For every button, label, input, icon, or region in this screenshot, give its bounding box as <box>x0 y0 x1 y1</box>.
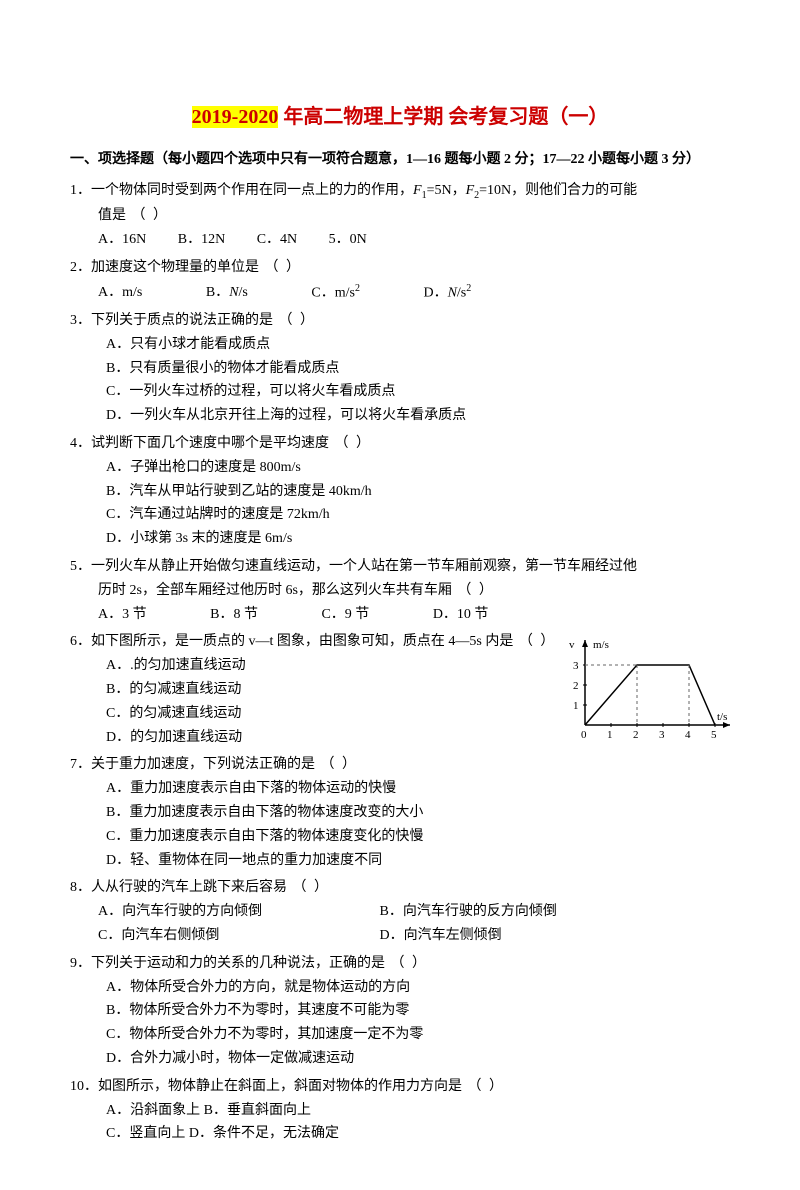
q7-opt-c: C．重力加速度表示自由下落的物体速度变化的快慢 <box>106 825 730 849</box>
q9-opt-a: A．物体所受合外力的方向，就是物体运动的方向 <box>106 976 730 1000</box>
q1-f2: F <box>466 183 475 198</box>
q8-opt-b: B．向汽车行驶的反方向倾倒 <box>380 900 557 924</box>
question-5: 5．一列火车从静止开始做匀速直线运动，一个人站在第一节车厢前观察，第一节车厢经过… <box>70 555 730 626</box>
q2-opt-c: C．m/s2 <box>311 280 360 305</box>
q5-stem-a: 5．一列火车从静止开始做匀速直线运动，一个人站在第一节车厢前观察，第一节车厢经过… <box>70 555 730 579</box>
q5-blank: （ ） <box>452 583 495 598</box>
q7-opt-d: D．轻、重物体在同一地点的重力加速度不同 <box>106 849 730 873</box>
q8-opt-a: A．向汽车行驶的方向倾倒 <box>98 900 348 924</box>
q8-opt-c: C．向汽车右侧倾倒 <box>98 924 348 948</box>
q1-f2c: =10N，则他们合力的可能 <box>479 183 637 198</box>
question-3: 3．下列关于质点的说法正确的是 （ ） A．只有小球才能看成质点 B．只有质量很… <box>70 309 730 428</box>
ytick-2: 2 <box>573 680 579 692</box>
q5-opt-a: A．3 节 <box>98 603 147 627</box>
question-1: 1．一个物体同时受到两个作用在同一点上的力的作用，F1=5N，F2=10N，则他… <box>70 179 730 251</box>
xtick-2: 2 <box>633 729 639 741</box>
q10-opt-d: D．条件不足，无法确定 <box>189 1126 339 1141</box>
xtick-4: 4 <box>685 729 691 741</box>
title-highlight: 2019-2020 <box>192 106 279 128</box>
question-6: 6．如下图所示，是一质点的 v—t 图象，由图象可知，质点在 4—5s 内是 （… <box>70 630 730 749</box>
q1-blank: （ ） <box>126 208 169 223</box>
q2c-sup: 2 <box>355 283 360 294</box>
q1-opt-b: B．12N <box>178 228 225 252</box>
xtick-0: 0 <box>581 729 587 741</box>
q2b-pre: B． <box>206 285 229 300</box>
section-header: 一、项选择题（每小题四个选项中只有一项符合题意，1—16 题每小题 2 分；17… <box>70 149 730 171</box>
vt-chart: 1 2 3 0 1 2 3 4 5 v <box>565 630 740 754</box>
q10-blank: （ ） <box>462 1079 505 1094</box>
q10-stem: 10．如图所示，物体静止在斜面上，斜面对物体的作用力方向是 <box>70 1079 462 1094</box>
ylabel: v <box>569 639 575 651</box>
q3-opt-b: B．只有质量很小的物体才能看成质点 <box>106 357 730 381</box>
q2d-sup: 2 <box>466 283 471 294</box>
q9-stem: 9．下列关于运动和力的关系的几种说法，正确的是 <box>70 956 385 971</box>
q1-opt-a: A．16N <box>98 228 146 252</box>
question-8: 8．人从行驶的汽车上跳下来后容易 （ ） A．向汽车行驶的方向倾倒 B．向汽车行… <box>70 876 730 947</box>
xtick-1: 1 <box>607 729 613 741</box>
q10-opt-b: B．垂直斜面向上 <box>204 1103 311 1118</box>
q5-opt-b: B．8 节 <box>210 603 258 627</box>
q1-f1: F <box>413 183 422 198</box>
q1-opt-c: C．4N <box>257 228 297 252</box>
q2-blank: （ ） <box>259 260 302 275</box>
q10-opt-c: C．竖直向上 <box>106 1126 185 1141</box>
xtick-5: 5 <box>711 729 717 741</box>
q6-blank: （ ） <box>513 634 556 649</box>
q3-opt-a: A．只有小球才能看成质点 <box>106 333 730 357</box>
q3-opt-c: C．一列火车过桥的过程，可以将火车看成质点 <box>106 380 730 404</box>
q4-opt-d: D．小球第 3s 末的速度是 6m/s <box>106 527 730 551</box>
q2d-pre: D． <box>423 285 447 300</box>
ytick-1: 1 <box>573 700 579 712</box>
q5-opt-d: D．10 节 <box>433 603 489 627</box>
q8-blank: （ ） <box>287 880 330 895</box>
xlabel: t/s <box>717 711 727 723</box>
q4-opt-c: C．汽车通过站牌时的速度是 72km/h <box>106 503 730 527</box>
q4-opt-a: A．子弹出枪口的速度是 800m/s <box>106 456 730 480</box>
q2-opt-a: A．m/s <box>98 281 142 305</box>
question-4: 4．试判断下面几个速度中哪个是平均速度 （ ） A．子弹出枪口的速度是 800m… <box>70 432 730 551</box>
q5-opt-c: C．9 节 <box>321 603 369 627</box>
q8-opt-d: D．向汽车左侧倾倒 <box>380 924 502 948</box>
q3-blank: （ ） <box>273 313 316 328</box>
q2d-i: N <box>448 285 457 300</box>
q4-opt-b: B．汽车从甲站行驶到乙站的速度是 40km/h <box>106 480 730 504</box>
title-rest: 年高二物理上学期 会考复习题（一） <box>278 106 608 128</box>
q9-opt-b: B．物体所受合外力不为零时，其速度不可能为零 <box>106 999 730 1023</box>
vt-chart-svg: 1 2 3 0 1 2 3 4 5 v <box>565 630 740 745</box>
q2-opt-d: D．N/s2 <box>423 280 471 305</box>
q3-stem: 3．下列关于质点的说法正确的是 <box>70 313 273 328</box>
q2c-pre: C．m/s <box>311 285 355 300</box>
q1-stem-b: 值是 <box>98 208 126 223</box>
q2b-i: N <box>229 285 238 300</box>
q9-opt-c: C．物体所受合外力不为零时，其加速度一定不为零 <box>106 1023 730 1047</box>
q9-blank: （ ） <box>385 956 428 971</box>
q2-opt-b: B．N/s <box>206 281 248 305</box>
xtick-3: 3 <box>659 729 665 741</box>
page-title: 2019-2020 年高二物理上学期 会考复习题（一） <box>70 100 730 129</box>
q4-stem: 4．试判断下面几个速度中哪个是平均速度 <box>70 436 329 451</box>
q1-f1c: =5N， <box>427 183 466 198</box>
q4-blank: （ ） <box>329 436 372 451</box>
q2-stem: 2．加速度这个物理量的单位是 <box>70 260 259 275</box>
q9-opt-d: D．合外力减小时，物体一定做减速运动 <box>106 1047 730 1071</box>
q2b-post: /s <box>239 285 248 300</box>
q7-opt-b: B．重力加速度表示自由下落的物体速度改变的大小 <box>106 801 730 825</box>
q8-stem: 8．人从行驶的汽车上跳下来后容易 <box>70 880 287 895</box>
yunit: m/s <box>593 639 609 651</box>
q10-opt-a: A．沿斜面象上 <box>106 1103 200 1118</box>
q5-stem-b: 历时 2s，全部车厢经过他历时 6s，那么这列火车共有车厢 <box>98 583 452 598</box>
q1-opt-d: 5．0N <box>329 228 367 252</box>
q7-stem: 7．关于重力加速度，下列说法正确的是 <box>70 757 315 772</box>
question-10: 10．如图所示，物体静止在斜面上，斜面对物体的作用力方向是 （ ） A．沿斜面象… <box>70 1075 730 1146</box>
question-9: 9．下列关于运动和力的关系的几种说法，正确的是 （ ） A．物体所受合外力的方向… <box>70 952 730 1071</box>
q2d-mid: /s <box>457 285 466 300</box>
ytick-3: 3 <box>573 660 579 672</box>
q7-opt-a: A．重力加速度表示自由下落的物体运动的快慢 <box>106 777 730 801</box>
q3-opt-d: D．一列火车从北京开往上海的过程，可以将火车看承质点 <box>106 404 730 428</box>
question-2: 2．加速度这个物理量的单位是 （ ） A．m/s B．N/s C．m/s2 D．… <box>70 256 730 305</box>
q6-stem: 6．如下图所示，是一质点的 v—t 图象，由图象可知，质点在 4—5s 内是 <box>70 634 513 649</box>
q7-blank: （ ） <box>315 757 358 772</box>
question-7: 7．关于重力加速度，下列说法正确的是 （ ） A．重力加速度表示自由下落的物体运… <box>70 753 730 872</box>
q1-stem-a: 1．一个物体同时受到两个作用在同一点上的力的作用， <box>70 183 413 198</box>
